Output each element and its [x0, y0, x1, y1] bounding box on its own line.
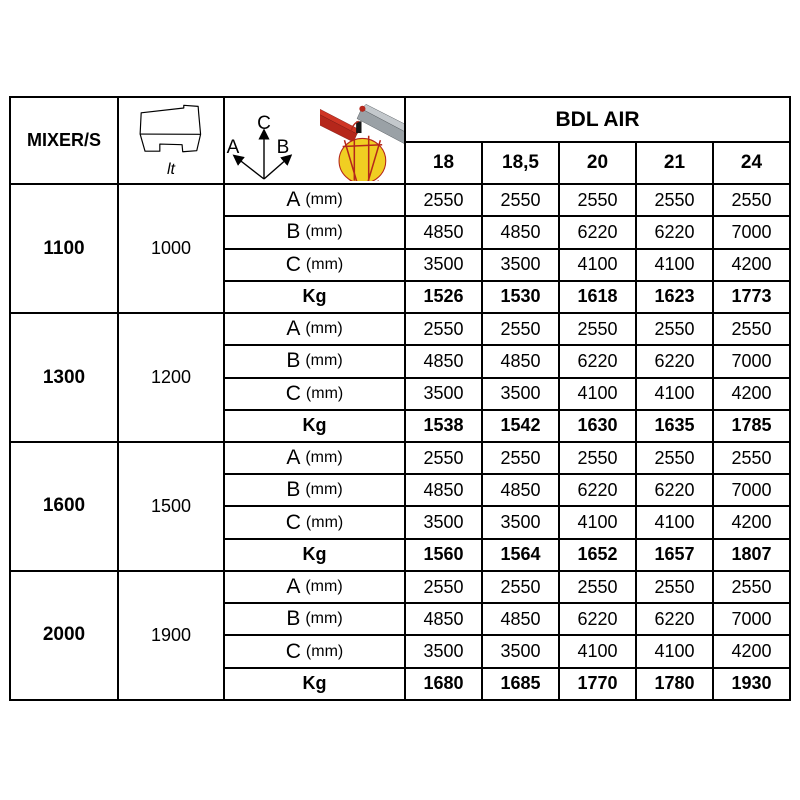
- svg-text:B: B: [277, 137, 290, 158]
- svg-text:A: A: [227, 137, 240, 158]
- svg-text:C: C: [257, 113, 271, 134]
